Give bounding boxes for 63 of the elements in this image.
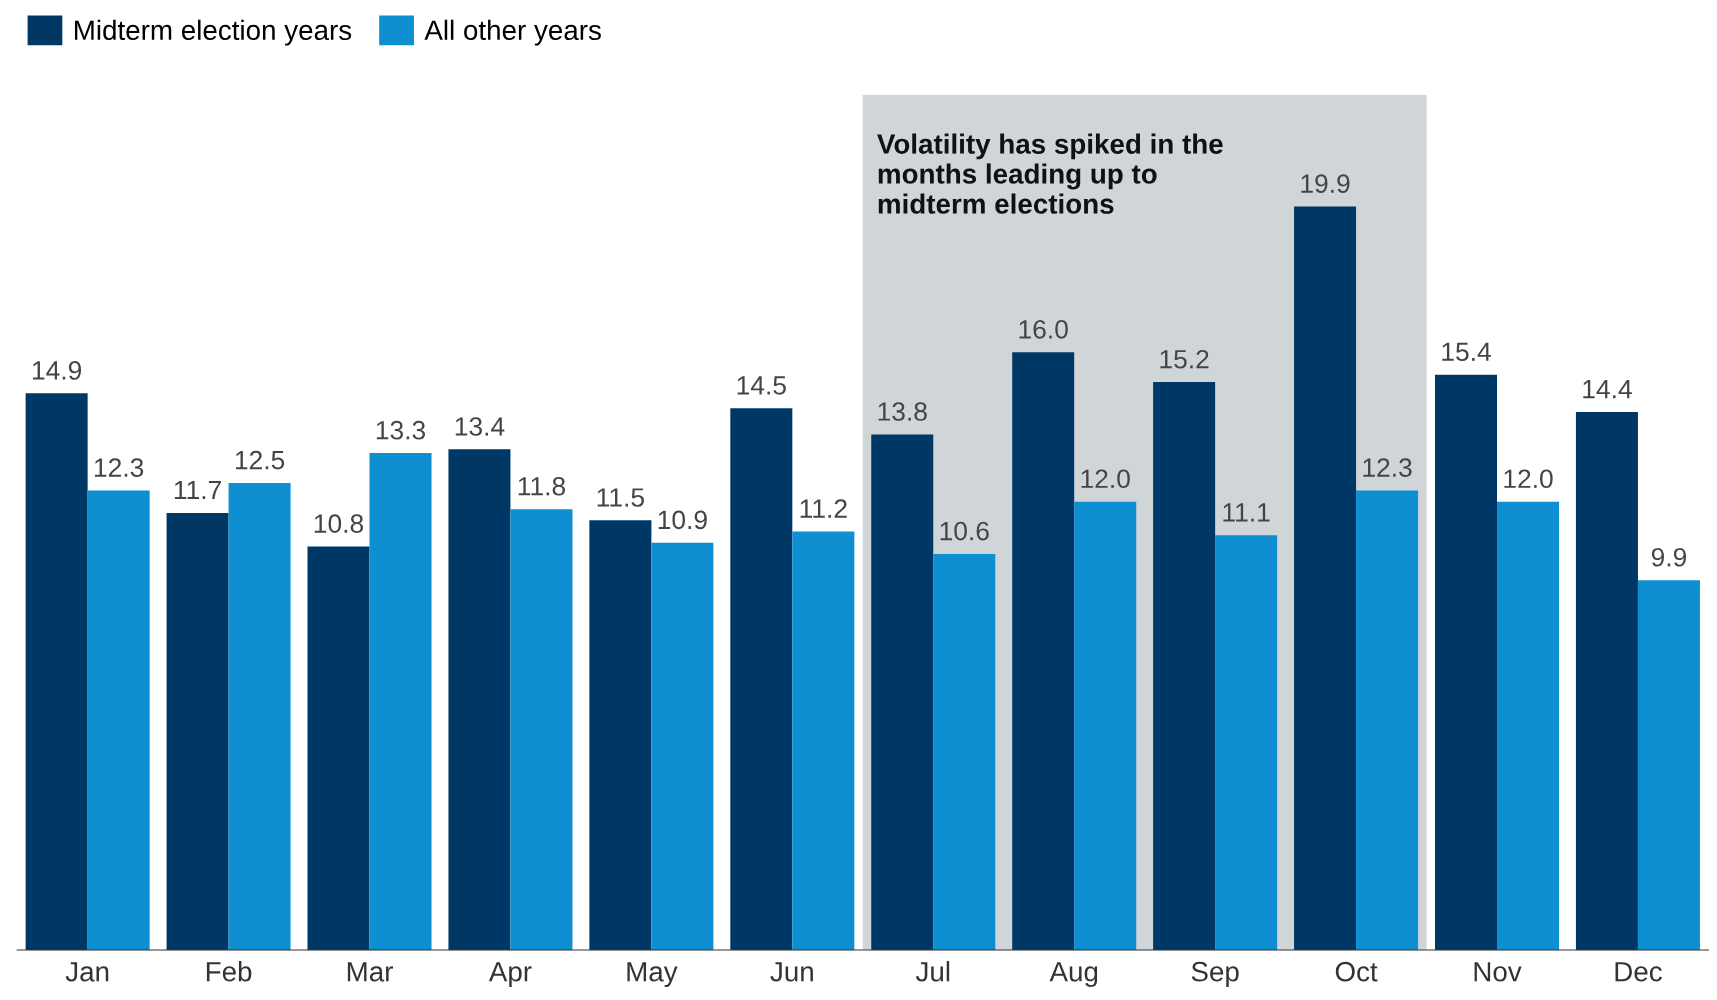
bar — [1497, 501, 1560, 950]
legend-label: All other years — [424, 19, 601, 46]
data-label: 11.7 — [174, 480, 221, 500]
data-label: 19.9 — [1301, 174, 1350, 193]
data-label: 14.4 — [1583, 380, 1632, 399]
x-tick-label: Feb — [206, 961, 252, 982]
data-label: 12.3 — [94, 458, 144, 477]
bar — [448, 449, 511, 950]
x-tick-label: May — [627, 962, 678, 988]
bar — [1153, 382, 1216, 950]
bar — [792, 531, 855, 950]
data-label: 15.4 — [1442, 342, 1491, 362]
data-label: 11.8 — [518, 476, 566, 496]
x-tick-label: Nov — [1474, 962, 1522, 982]
bar — [228, 482, 291, 950]
data-label: 13.8 — [878, 402, 927, 421]
data-label: 12.5 — [235, 450, 285, 470]
data-label: 13.3 — [376, 420, 426, 440]
x-tick-label: Sep — [1191, 961, 1239, 988]
data-label: 11.1 — [1223, 503, 1270, 522]
bar — [651, 542, 714, 950]
bar — [1294, 206, 1357, 950]
x-tick-label: Jun — [770, 962, 813, 982]
x-tick-label: Jul — [915, 961, 950, 982]
data-label: 11.5 — [597, 488, 644, 507]
bar — [1012, 352, 1075, 950]
x-tick-label: Dec — [1615, 962, 1662, 982]
bar — [1215, 535, 1278, 950]
band-label: Volatility has spiked in the months leading up to midterm elections — [877, 133, 1223, 214]
data-label: 9.9 — [1651, 547, 1687, 567]
legend-label: Midterm election years — [75, 19, 352, 46]
bar — [25, 393, 88, 950]
x-tick-label: Mar — [347, 962, 393, 982]
data-label: 14.9 — [32, 361, 82, 380]
data-label: 13.4 — [455, 417, 505, 436]
bar — [933, 553, 996, 950]
data-label: 16.0 — [1019, 319, 1068, 339]
data-label: 12.0 — [1081, 469, 1130, 489]
data-label: 11.2 — [800, 499, 847, 518]
data-label: 12.3 — [1363, 458, 1412, 477]
bar — [589, 520, 652, 950]
bar — [166, 512, 229, 950]
data-label: 10.6 — [940, 521, 989, 541]
bar — [87, 490, 150, 950]
data-label: 15.2 — [1160, 349, 1209, 369]
bar — [1575, 412, 1638, 950]
data-label: 10.9 — [658, 510, 707, 530]
bar — [1356, 490, 1419, 950]
x-tick-label: Aug — [1049, 962, 1098, 988]
bar — [1074, 501, 1137, 950]
x-tick-label: Oct — [1335, 961, 1378, 982]
bar — [510, 509, 573, 950]
bar — [730, 408, 793, 950]
x-tick-label: Apr — [488, 962, 532, 988]
x-tick-label: Jan — [65, 962, 109, 982]
bar — [1435, 374, 1498, 950]
bar — [871, 434, 934, 950]
data-label: 12.0 — [1504, 469, 1553, 489]
data-label: 10.8 — [314, 514, 364, 533]
data-label: 14.5 — [737, 376, 786, 395]
bar — [369, 453, 432, 950]
bar — [1637, 580, 1700, 950]
bar — [307, 546, 370, 950]
